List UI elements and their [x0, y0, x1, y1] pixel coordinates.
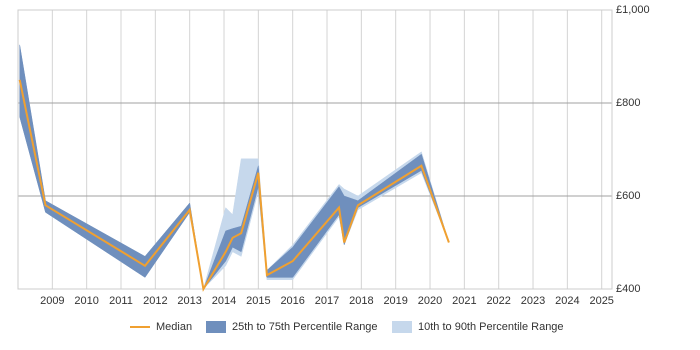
x-tick-label: 2025	[589, 295, 613, 307]
x-tick-label: 2024	[555, 295, 579, 307]
plot-border	[17, 9, 613, 290]
x-tick-label: 2019	[383, 295, 407, 307]
x-tick-label: 2018	[349, 295, 373, 307]
x-tick-label: 2016	[280, 295, 304, 307]
x-tick-label: 2010	[74, 295, 98, 307]
legend-swatch	[392, 321, 412, 333]
x-tick-label: 2015	[246, 295, 270, 307]
x-tick-label: 2020	[418, 295, 442, 307]
x-tick-label: 2023	[521, 295, 545, 307]
x-tick-label: 2013	[177, 295, 201, 307]
x-tick-label: 2021	[452, 295, 476, 307]
x-tick-label: 2009	[40, 295, 64, 307]
x-tick-label: 2022	[486, 295, 510, 307]
percentile-band	[19, 44, 450, 290]
x-tick-label: 2012	[143, 295, 167, 307]
median-line	[18, 79, 450, 292]
y-tick-label: £1,000	[616, 4, 650, 16]
y-tick-label: £400	[616, 283, 640, 295]
x-tick-label: 2014	[212, 295, 236, 307]
legend-label: 10th to 90th Percentile Range	[418, 321, 564, 333]
legend-label: 25th to 75th Percentile Range	[232, 321, 378, 333]
x-tick-label: 2011	[109, 295, 133, 307]
legend-swatch	[206, 321, 226, 333]
y-tick-label: £600	[616, 190, 640, 202]
legend-label: Median	[156, 321, 192, 333]
x-tick-label: 2017	[315, 295, 339, 307]
y-tick-label: £800	[616, 97, 640, 109]
